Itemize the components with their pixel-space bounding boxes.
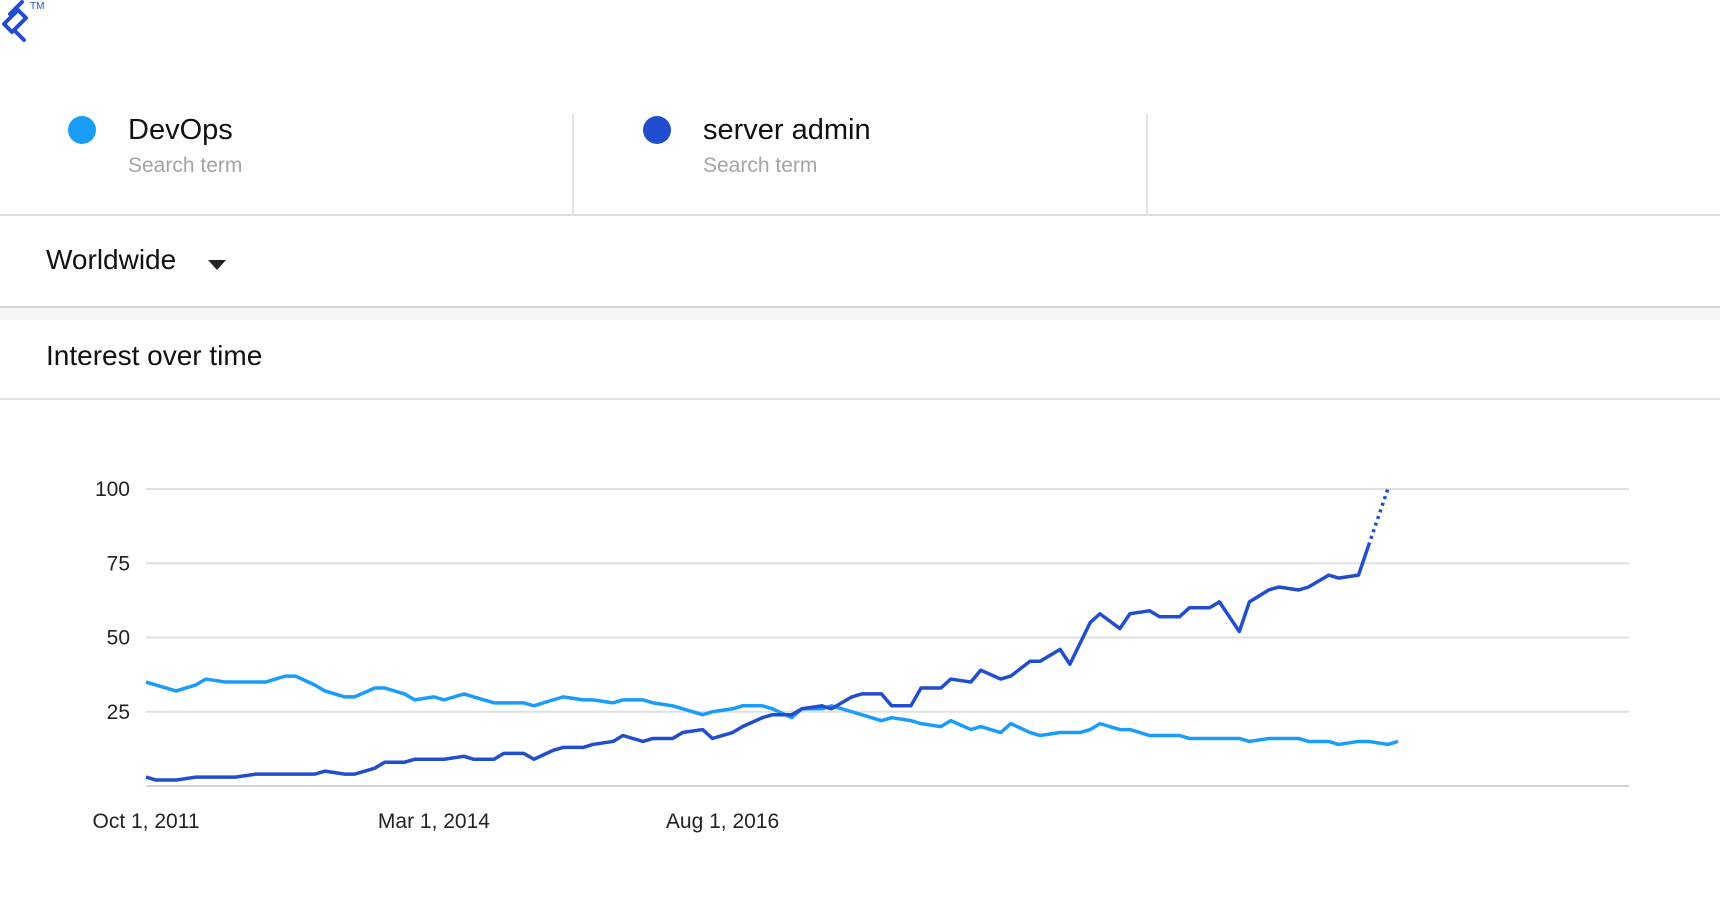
term-color-dot — [68, 116, 96, 144]
x-tick-label: Aug 1, 2016 — [666, 810, 779, 833]
interest-over-time-header: Interest over time — [0, 320, 1720, 400]
term-card-server-admin[interactable]: server admin Search term — [643, 110, 1133, 216]
term-name: DevOps — [128, 114, 233, 146]
term-card-devops[interactable]: DevOps Search term — [68, 110, 558, 216]
term-color-dot — [643, 116, 671, 144]
y-tick-label: 75 — [107, 552, 130, 575]
region-selector-label[interactable]: Worldwide — [46, 244, 177, 275]
series-line — [145, 544, 1371, 782]
toptal-logo: TM — [0, 0, 48, 48]
interest-over-time-chart: 100 75 50 25 Oct 1, 2011 Mar 1, 2014 Aug 1, 20… — [92, 478, 1629, 833]
series-line — [145, 674, 1399, 747]
caret-down-icon[interactable] — [208, 260, 226, 270]
search-terms-bar: DevOps Search term server admin Search t… — [0, 0, 1720, 216]
term-name: server admin — [703, 114, 871, 146]
term-subtitle: Search term — [128, 154, 243, 177]
term-subtitle: Search term — [703, 154, 818, 177]
x-tick-label: Oct 1, 2011 — [92, 810, 199, 833]
term-divider — [572, 114, 574, 216]
x-tick-label: Mar 1, 2014 — [378, 810, 490, 833]
toptal-logo-icon: TM — [2, 0, 44, 42]
trademark-mark: TM — [30, 1, 44, 12]
section-gap — [0, 308, 1720, 320]
section-title: Interest over time — [46, 340, 263, 371]
series-partial-segment — [1366, 488, 1390, 546]
y-tick-label: 25 — [107, 701, 130, 724]
region-filter[interactable]: Worldwide — [0, 216, 1720, 308]
term-divider — [1146, 114, 1148, 216]
y-tick-label: 50 — [107, 627, 130, 650]
y-tick-label: 100 — [95, 478, 130, 501]
